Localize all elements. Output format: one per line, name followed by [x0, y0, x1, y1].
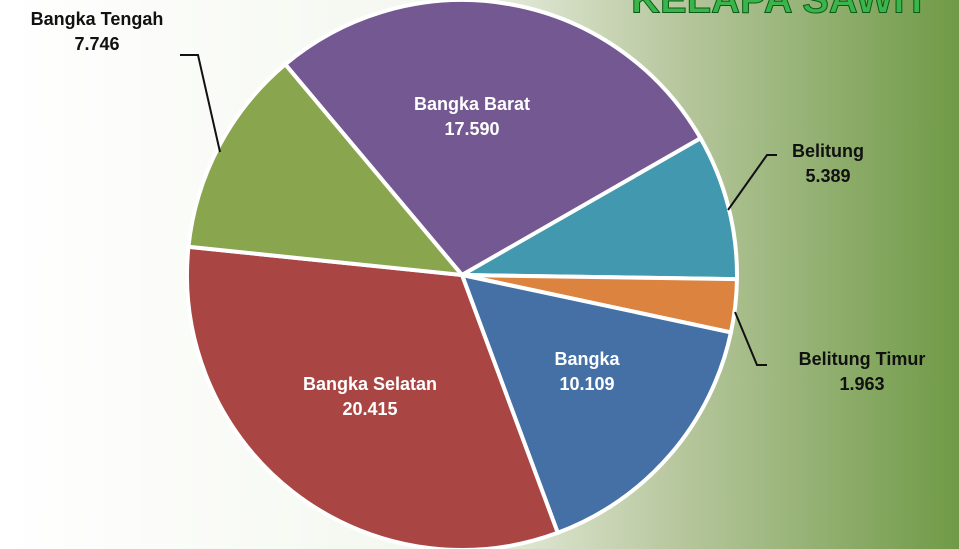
slice-label: Belitung: [792, 141, 864, 161]
pie: [185, 0, 739, 549]
slice-label: Belitung Timur: [799, 349, 926, 369]
value-label: 7.746: [74, 34, 119, 54]
chart-title: KELAPA SAWIT: [631, 0, 929, 22]
value-label: 1.963: [839, 374, 884, 394]
slice-label: Bangka: [554, 349, 620, 369]
value-label: 17.590: [444, 119, 499, 139]
slice-label: Bangka Barat: [414, 94, 530, 114]
leader-line: [180, 54, 221, 153]
value-label: 5.389: [805, 166, 850, 186]
pie-slice: [458, 272, 734, 536]
pie-slice: [454, 135, 739, 282]
value-label: 10.109: [559, 374, 614, 394]
leader-line: [734, 311, 767, 366]
leader-line: [727, 154, 777, 211]
slice-label: Bangka Selatan: [303, 374, 437, 394]
pie-slice: [282, 0, 704, 278]
slice-label: Bangka Tengah: [31, 9, 164, 29]
value-label: 20.415: [342, 399, 397, 419]
